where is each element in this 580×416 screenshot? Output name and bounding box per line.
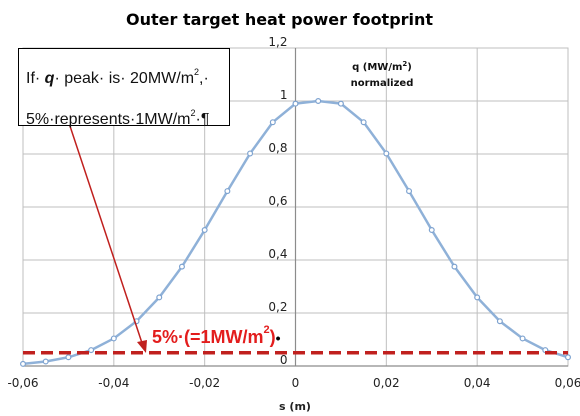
data-point (88, 347, 95, 354)
data-point (20, 360, 27, 367)
annotation-line-1-start: If· (26, 70, 45, 87)
annotation-arrow (63, 107, 143, 344)
x-tick-label: 0,06 (555, 376, 580, 390)
data-point (178, 263, 185, 270)
data-point (564, 354, 571, 361)
x-tick-label: 0,04 (464, 376, 491, 390)
y-axis-label-sup: 2 (402, 60, 408, 68)
data-point (247, 150, 254, 157)
data-point (156, 294, 163, 301)
data-point (269, 119, 276, 126)
y-axis-label: q (MW/m2) normalized (332, 56, 432, 92)
annotation-line-2: 5%·represents·1MW/m2·¶ (26, 96, 229, 137)
x-tick-label: -0,02 (189, 376, 220, 390)
y-tick-label: 1 (280, 88, 288, 102)
threshold-label-mark: • (275, 330, 281, 346)
y-tick-label: 0,6 (268, 194, 287, 208)
data-point (451, 263, 458, 270)
y-tick-label: 1,2 (268, 35, 287, 49)
x-tick-label: -0,04 (98, 376, 129, 390)
x-tick-label: 0 (292, 376, 300, 390)
y-tick-label: 0,2 (268, 300, 287, 314)
annotation-line-2-sup: 2 (190, 108, 196, 118)
overlay-layer (23, 107, 568, 355)
y-axis-label-subtitle: normalized (350, 78, 414, 89)
axis-layer: 0 0,2 0,4 0,6 0,8 1 1,2 -0,06 -0,04 -0,02 0 0,02 0,0… (7, 35, 580, 390)
y-tick-label: 0 (280, 353, 288, 367)
threshold-label-sup: 2 (263, 324, 270, 336)
data-point (474, 294, 481, 301)
annotation-line-2-text: 5%·represents·1MW/m (26, 111, 191, 128)
annotation-line-1-end: ,· (199, 70, 209, 87)
data-point (292, 100, 299, 107)
data-point (360, 119, 367, 126)
data-point (383, 150, 390, 157)
annotation-line-1: If· q· peak· is· 20MW/m2,· (26, 55, 229, 96)
data-point (496, 318, 503, 325)
annotation-line-1-mid: · peak· is· 20MW/m (54, 70, 195, 87)
annotation-box: If· q· peak· is· 20MW/m2,· 5%·represents… (18, 48, 230, 128)
annotation-arrow-head (137, 340, 147, 353)
data-layer (20, 97, 571, 367)
data-point (224, 188, 231, 195)
threshold-label-text: 5%·(=1MW/m (152, 327, 264, 347)
x-axis-label: s (m) (279, 400, 311, 413)
annotation-q-symbol: q (44, 70, 55, 87)
y-tick-label: 0,8 (268, 141, 287, 155)
data-point (428, 227, 435, 234)
threshold-label-end: ) (269, 327, 276, 347)
y-axis-label-end: ) (407, 62, 412, 73)
data-point (42, 358, 49, 365)
data-point (337, 100, 344, 107)
data-point (315, 97, 322, 104)
y-tick-label: 0,4 (268, 247, 287, 261)
threshold-label: 5%·(=1MW/m2)• (152, 324, 281, 348)
annotation-line-2-end: ·¶ (195, 111, 210, 128)
annotation-line-1-sup: 2 (194, 67, 200, 77)
data-point (65, 354, 72, 361)
y-axis-label-text: q (MW/m (352, 62, 403, 73)
x-tick-label: -0,06 (7, 376, 38, 390)
chart-title: Outer target heat power footprint (126, 10, 433, 29)
data-point (110, 335, 117, 342)
data-point (406, 188, 413, 195)
data-point (201, 227, 208, 234)
x-tick-label: 0,02 (373, 376, 400, 390)
data-point (519, 335, 526, 342)
